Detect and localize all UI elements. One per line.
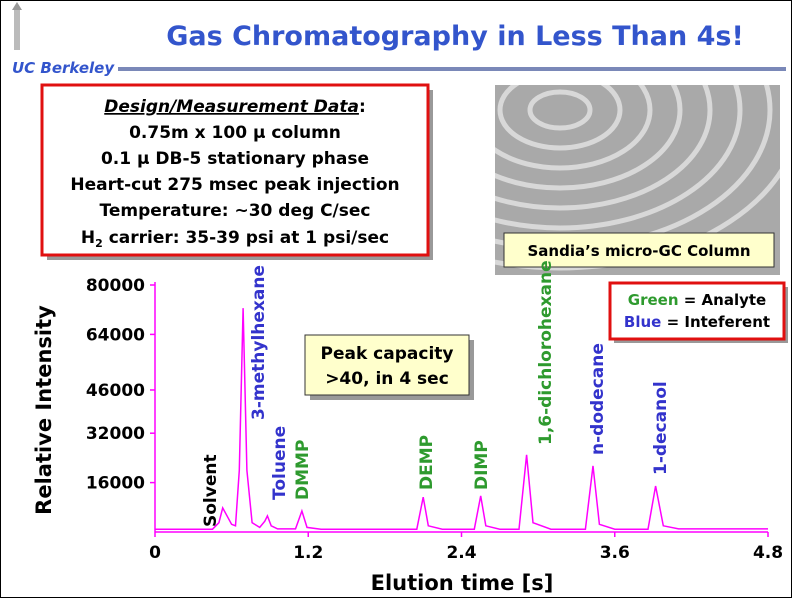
- photo-caption: Sandia’s micro-GC Column: [527, 242, 750, 260]
- slide-title: Gas Chromatography in Less Than 4s!: [166, 21, 744, 52]
- peak-label: Solvent: [201, 454, 221, 527]
- caption-box: [503, 232, 775, 268]
- peak-label: Toluene: [270, 426, 290, 500]
- x-tick-label: 2.4: [446, 543, 476, 563]
- carrier-rest: carrier: 35-39 psi at 1 psi/sec: [103, 228, 389, 248]
- logo-text: UC Berkeley: [12, 59, 115, 77]
- callout-line: >40, in 4 sec: [325, 369, 449, 389]
- peak-label: 1-decanol: [651, 381, 671, 475]
- peak-label: DEMP: [417, 435, 437, 490]
- x-tick-label: 3.6: [600, 543, 630, 563]
- y-tick-label: 64000: [86, 325, 145, 345]
- legend-note: [608, 281, 786, 341]
- callout-line: Peak capacity: [321, 344, 454, 364]
- logo: UC Berkeley: [12, 2, 115, 77]
- peak-label: n-dodecane: [588, 343, 608, 455]
- design-line: Heart-cut 275 msec peak injection: [70, 175, 399, 195]
- carrier-h: H: [81, 228, 95, 248]
- y-axis-label: Relative Intensity: [32, 305, 56, 515]
- carrier-sub: 2: [95, 237, 103, 250]
- design-line: H2 carrier: 35-39 psi at 1 psi/sec: [81, 228, 389, 250]
- peak-label: 1,6-dichlorohexane: [536, 260, 556, 445]
- chart: 16000 32000 46000 64000 80000 0 1.2 2.4 3.6 4.8 El…: [32, 260, 783, 595]
- heading-suffix: :: [359, 97, 366, 117]
- x-axis-label: Elution time [s]: [371, 571, 554, 595]
- callout-box: [304, 334, 470, 396]
- y-tick-label: 16000: [86, 474, 145, 494]
- x-tick-label: 4.8: [753, 543, 783, 563]
- peak-label: DMMP: [293, 440, 313, 500]
- design-line: 0.1 μ DB-5 stationary phase: [101, 149, 369, 169]
- legend-word: Green: [628, 291, 679, 309]
- legend-rest: = Inteferent: [661, 313, 770, 331]
- design-line: 0.75m x 100 μ column: [129, 123, 341, 143]
- legend-rest: = Analyte: [679, 291, 767, 309]
- legend-line: Blue = Inteferent: [624, 313, 770, 331]
- photo: Sandia’s micro-GC Column: [495, 85, 780, 275]
- legend-word: Blue: [624, 313, 661, 331]
- design-heading: Design/Measurement Data:: [104, 97, 366, 117]
- design-box: [40, 83, 430, 257]
- x-tick-label: 1.2: [293, 543, 323, 563]
- legend-line: Green = Analyte: [628, 291, 766, 309]
- heading: Design/Measurement Data: [104, 97, 359, 117]
- x-tick-label: 0: [149, 543, 161, 563]
- peak-label: 3-methylhexane: [249, 265, 269, 420]
- y-tick-label: 80000: [86, 276, 145, 296]
- design-line: Temperature: ~30 deg C/sec: [99, 201, 370, 221]
- peak-label: DIMP: [472, 440, 492, 490]
- y-tick-label: 32000: [86, 424, 145, 444]
- y-tick-label: 46000: [86, 381, 145, 401]
- chromatogram: [155, 308, 768, 530]
